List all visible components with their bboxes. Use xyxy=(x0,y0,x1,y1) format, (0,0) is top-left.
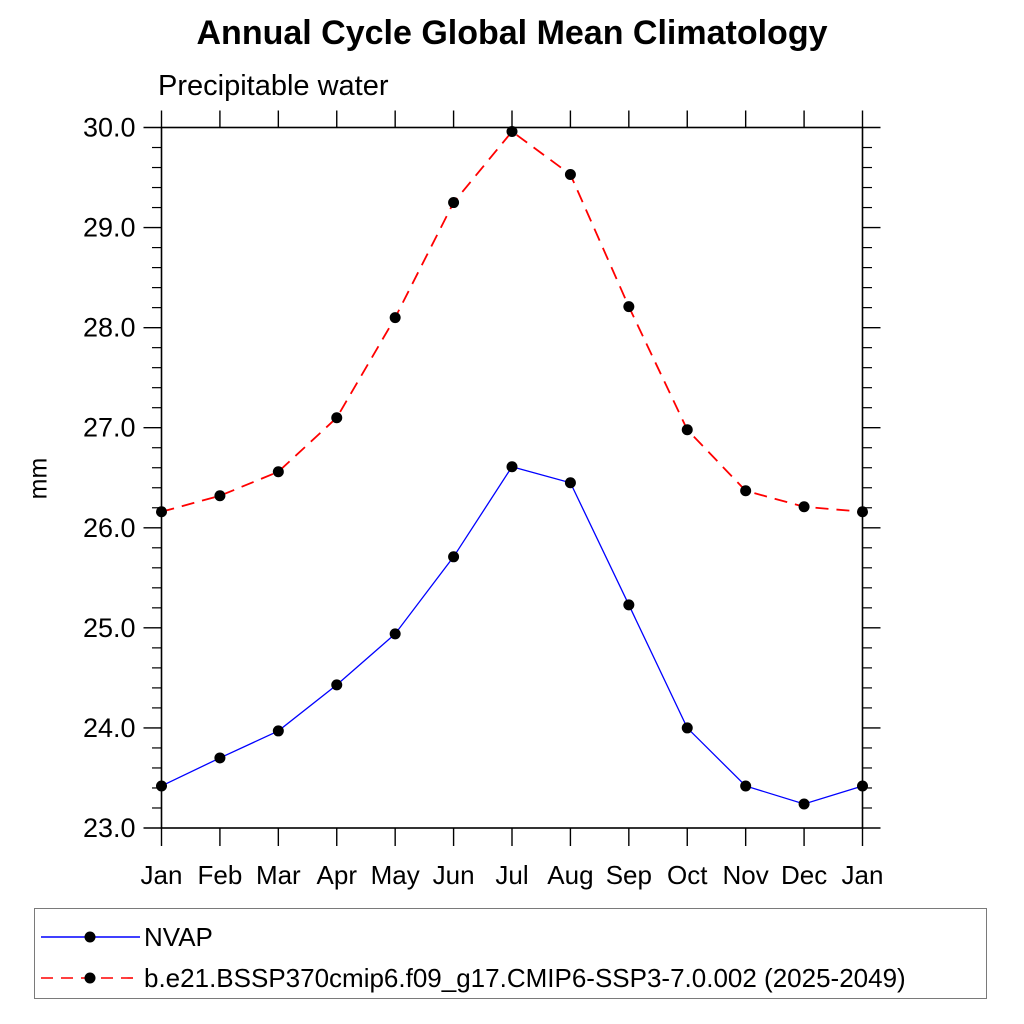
data-point xyxy=(389,312,401,324)
series-line-model xyxy=(161,130,863,513)
y-tick-label: 28.0 xyxy=(83,313,136,343)
data-point xyxy=(214,490,226,502)
data-point xyxy=(681,424,693,436)
legend-box: NVAP b.e21.BSSP370cmip6.f09_g17.CMIP6-SS… xyxy=(34,908,987,999)
x-tick-label: Feb xyxy=(198,860,243,890)
data-point xyxy=(156,506,167,518)
data-point xyxy=(214,752,226,764)
chart-title: Annual Cycle Global Mean Climatology xyxy=(196,14,828,52)
series-line-nvap xyxy=(161,465,863,805)
x-tick-label: Dec xyxy=(781,860,827,890)
data-point xyxy=(331,679,343,691)
legend-item-model: b.e21.BSSP370cmip6.f09_g17.CMIP6-SSP3-7.… xyxy=(39,962,906,993)
legend-sample-model-line xyxy=(41,972,140,984)
data-point xyxy=(156,780,167,792)
y-tick-label: 23.0 xyxy=(83,813,136,843)
legend-marker-dot xyxy=(84,931,96,943)
data-point xyxy=(740,485,752,497)
data-point xyxy=(448,551,460,563)
legend-label-nvap: NVAP xyxy=(144,921,213,952)
plot-frame xyxy=(160,126,864,829)
x-tick-label: Mar xyxy=(256,860,301,890)
x-tick-label: Jul xyxy=(495,860,528,890)
data-point xyxy=(506,461,518,473)
y-tick-label: 24.0 xyxy=(83,713,136,743)
data-point xyxy=(389,628,401,640)
y-tick-label: 27.0 xyxy=(83,413,136,443)
data-point xyxy=(272,466,284,478)
data-point xyxy=(798,798,810,810)
x-tick-label: Jun xyxy=(433,860,475,890)
data-point xyxy=(564,169,576,181)
chart-subtitle: Precipitable water xyxy=(158,70,389,102)
data-point xyxy=(564,477,576,489)
x-tick-label: Jan xyxy=(141,860,183,890)
x-tick-label: Oct xyxy=(667,860,708,890)
x-tick-label: Apr xyxy=(317,860,358,890)
data-point xyxy=(506,126,518,138)
data-point xyxy=(857,506,868,518)
data-point xyxy=(331,412,343,424)
data-point xyxy=(798,501,810,513)
x-tick-label: Aug xyxy=(547,860,593,890)
data-point xyxy=(272,725,284,737)
data-point xyxy=(623,599,635,611)
data-point xyxy=(740,780,752,792)
legend-sample-nvap-line xyxy=(41,931,140,943)
x-tick-label: May xyxy=(371,860,420,890)
data-point xyxy=(681,722,693,734)
y-tick-label: 29.0 xyxy=(83,213,136,243)
x-tick-label: Nov xyxy=(723,860,769,890)
legend-label-model: b.e21.BSSP370cmip6.f09_g17.CMIP6-SSP3-7.… xyxy=(144,962,906,993)
legend-item-nvap: NVAP xyxy=(39,921,213,952)
legend-marker-dot xyxy=(84,972,96,984)
x-tick-label: Sep xyxy=(606,860,652,890)
y-tick-label: 25.0 xyxy=(83,613,136,643)
x-tick-label: Jan xyxy=(842,860,884,890)
data-point xyxy=(623,301,635,313)
data-point xyxy=(857,780,868,792)
data-point xyxy=(448,197,460,209)
y-tick-label: 26.0 xyxy=(83,513,136,543)
y-tick-label: 30.0 xyxy=(83,113,136,143)
